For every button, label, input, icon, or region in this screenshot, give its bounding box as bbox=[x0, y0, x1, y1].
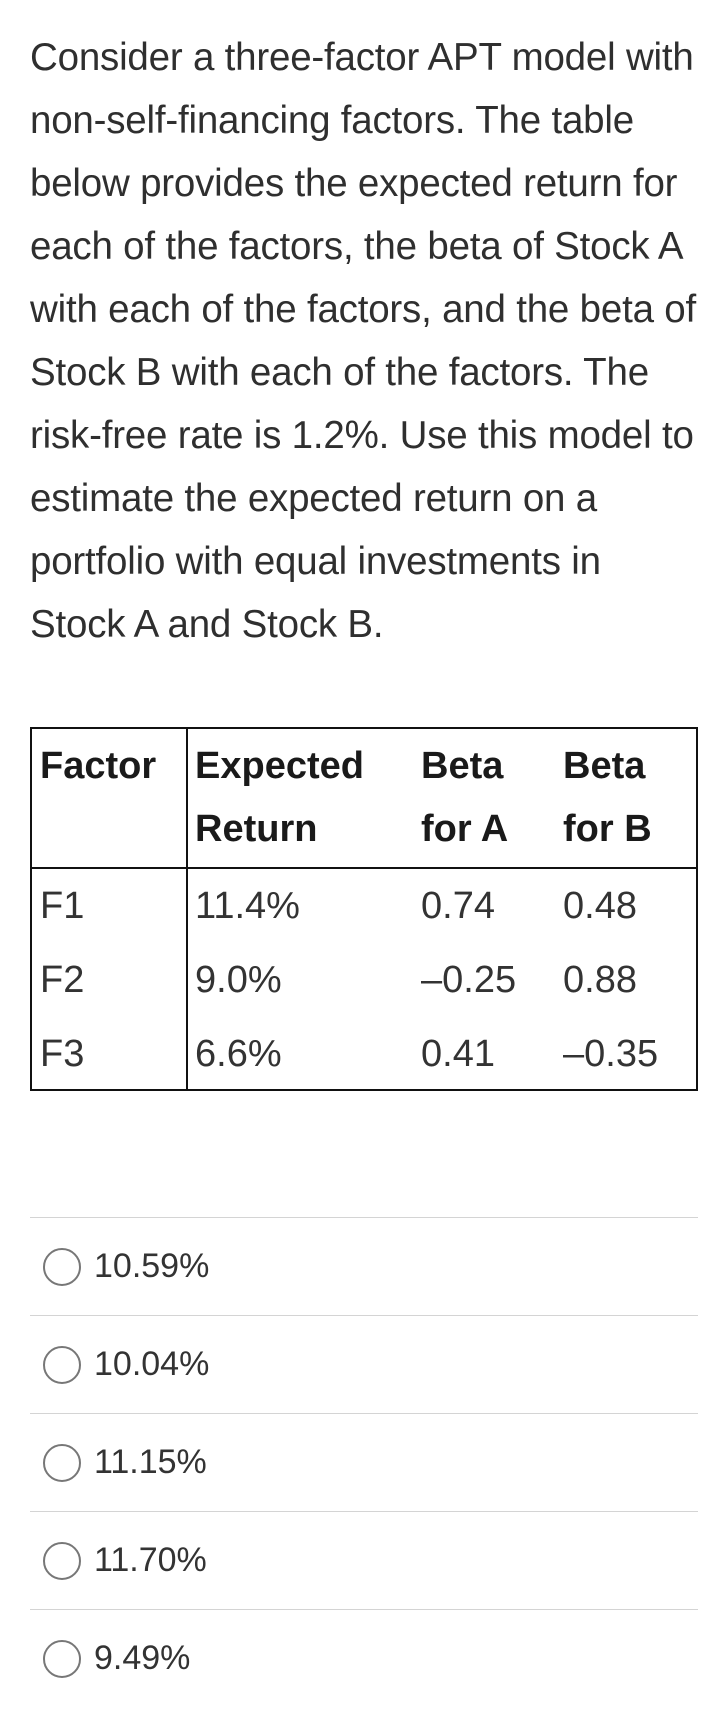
answer-option-3[interactable]: 11.15% bbox=[30, 1413, 698, 1511]
answer-option-label: 11.15% bbox=[94, 1443, 207, 1481]
cell-beta-b: –0.35 bbox=[563, 1033, 659, 1075]
radio-button-icon[interactable] bbox=[43, 1443, 81, 1482]
cell-beta-b: 0.88 bbox=[563, 959, 637, 1001]
answer-option-label: 9.49% bbox=[94, 1639, 191, 1677]
cell-beta-b: 0.48 bbox=[563, 885, 637, 927]
table-row: F2 9.0% –0.25 0.88 bbox=[32, 943, 696, 1017]
radio-button-icon[interactable] bbox=[43, 1247, 81, 1286]
answer-option-5[interactable]: 9.49% bbox=[30, 1609, 698, 1707]
cell-factor: F3 bbox=[32, 1017, 188, 1091]
radio-button-icon[interactable] bbox=[43, 1639, 81, 1678]
cell-factor: F2 bbox=[32, 943, 188, 1017]
question-text: Consider a three-factor APT model with n… bbox=[30, 36, 696, 646]
table-header-row: Factor Expected Return Beta for A Beta for … bbox=[32, 729, 696, 869]
answer-option-2[interactable]: 10.04% bbox=[30, 1315, 698, 1413]
cell-beta-a: 0.41 bbox=[421, 1033, 495, 1075]
answer-option-label: 10.59% bbox=[94, 1247, 210, 1285]
table-row: F1 11.4% 0.74 0.48 bbox=[32, 868, 696, 943]
cell-factor: F1 bbox=[32, 868, 188, 943]
factor-table: Factor Expected Return Beta for A Beta for … bbox=[30, 727, 698, 1091]
answer-option-label: 10.04% bbox=[94, 1345, 210, 1383]
cell-expected-return: 9.0% bbox=[195, 959, 282, 1001]
header-beta-a: Beta for A bbox=[421, 729, 563, 869]
cell-expected-return: 6.6% bbox=[195, 1033, 282, 1075]
cell-expected-return: 11.4% bbox=[195, 885, 300, 927]
answer-options: 10.59% 10.04% 11.15% 11.70% 9.49% bbox=[30, 1217, 698, 1707]
header-expected-return: Expected Return bbox=[187, 729, 421, 869]
radio-button-icon[interactable] bbox=[43, 1541, 81, 1580]
header-beta-b: Beta for B bbox=[563, 729, 696, 869]
answer-option-label: 11.70% bbox=[94, 1541, 207, 1579]
cell-beta-a: –0.25 bbox=[421, 959, 517, 1001]
table-row: F3 6.6% 0.41 –0.35 bbox=[32, 1017, 696, 1091]
cell-beta-a: 0.74 bbox=[421, 885, 495, 927]
header-factor: Factor bbox=[32, 729, 188, 869]
radio-button-icon[interactable] bbox=[43, 1345, 81, 1384]
answer-option-4[interactable]: 11.70% bbox=[30, 1511, 698, 1609]
answer-option-1[interactable]: 10.59% bbox=[30, 1217, 698, 1315]
